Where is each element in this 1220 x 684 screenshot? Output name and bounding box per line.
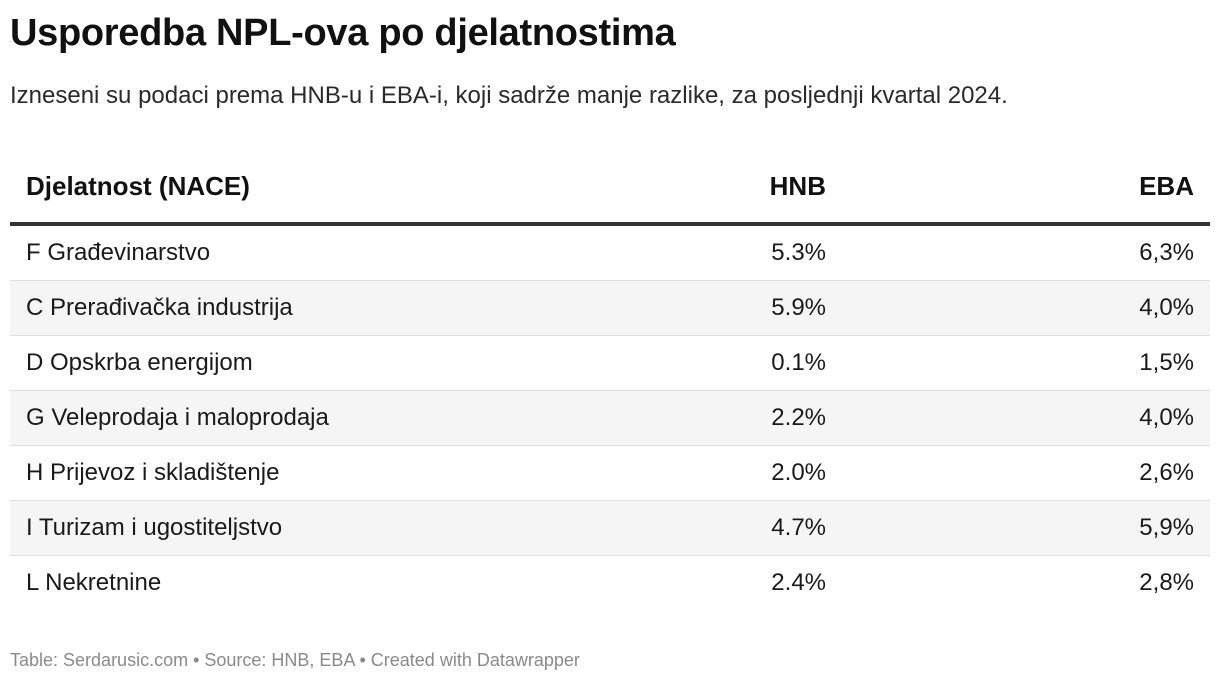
cell-eba: 2,6% [842, 445, 1210, 501]
cell-eba: 6,3% [842, 224, 1210, 281]
cell-djelatnost: F Građevinarstvo [10, 224, 590, 281]
cell-djelatnost: H Prijevoz i skladištenje [10, 445, 590, 501]
table-row: I Turizam i ugostiteljstvo 4.7% 5,9% [10, 500, 1210, 556]
chart-title: Usporedba NPL-ova po djelatnostima [10, 12, 676, 54]
chart-footer: Table: Serdarusic.com • Source: HNB, EBA… [10, 650, 580, 671]
footer-attribution: Table: Serdarusic.com [10, 650, 189, 670]
cell-djelatnost: L Nekretnine [26, 569, 162, 596]
cell-eba: 5,9% [842, 500, 1210, 556]
table-row: C Prerađivačka industrija 5.9% 4,0% [10, 280, 1210, 336]
cell-hnb: 4.7% [590, 500, 842, 556]
cell-djelatnost: I Turizam i ugostiteljstvo [10, 500, 590, 556]
cell-hnb: 2.4% [771, 569, 826, 596]
cell-djelatnost: C Prerađivačka industrija [10, 280, 590, 336]
column-header-hnb: HNB [590, 150, 842, 226]
cell-hnb: 5.9% [590, 280, 842, 336]
cell-hnb: 2.2% [590, 390, 842, 446]
cell-djelatnost: D Opskrba energijom [10, 335, 590, 391]
header-row: Djelatnost (NACE) HNB EBA [10, 150, 1210, 226]
footer-separator: • [354, 650, 371, 670]
cell-hnb: 0.1% [590, 335, 842, 391]
table-row: H Prijevoz i skladištenje 2.0% 2,6% [10, 445, 1210, 501]
table-body: F Građevinarstvo 5.3% 6,3% C Prerađivačk… [10, 224, 1210, 610]
table-row: L Nekretnine 2.4% 2,8% [10, 556, 1210, 611]
column-header-eba: EBA [842, 150, 1210, 226]
cell-djelatnost: G Veleprodaja i maloprodaja [10, 390, 590, 446]
chart-subtitle: Izneseni su podaci prema HNB-u i EBA-i, … [10, 82, 1008, 109]
table-header: Djelatnost (NACE) HNB EBA [10, 150, 1210, 226]
table-row: G Veleprodaja i maloprodaja 2.2% 4,0% [10, 390, 1210, 446]
cell-eba: 2,8% [1139, 569, 1194, 596]
footer-created-with: Created with Datawrapper [370, 650, 580, 670]
cell-hnb: 5.3% [590, 224, 842, 281]
cell-hnb: 2.0% [590, 445, 842, 501]
cell-eba: 1,5% [842, 335, 1210, 391]
table-row: D Opskrba energijom 0.1% 1,5% [10, 335, 1210, 391]
column-header-djelatnost: Djelatnost (NACE) [10, 150, 590, 226]
cell-eba: 4,0% [842, 390, 1210, 446]
table-row: F Građevinarstvo 5.3% 6,3% [10, 224, 1210, 281]
footer-separator: • [188, 650, 205, 670]
footer-source: Source: HNB, EBA [204, 650, 355, 670]
cell-eba: 4,0% [842, 280, 1210, 336]
data-table: Djelatnost (NACE) HNB EBA F Građevinarst… [10, 150, 1210, 610]
